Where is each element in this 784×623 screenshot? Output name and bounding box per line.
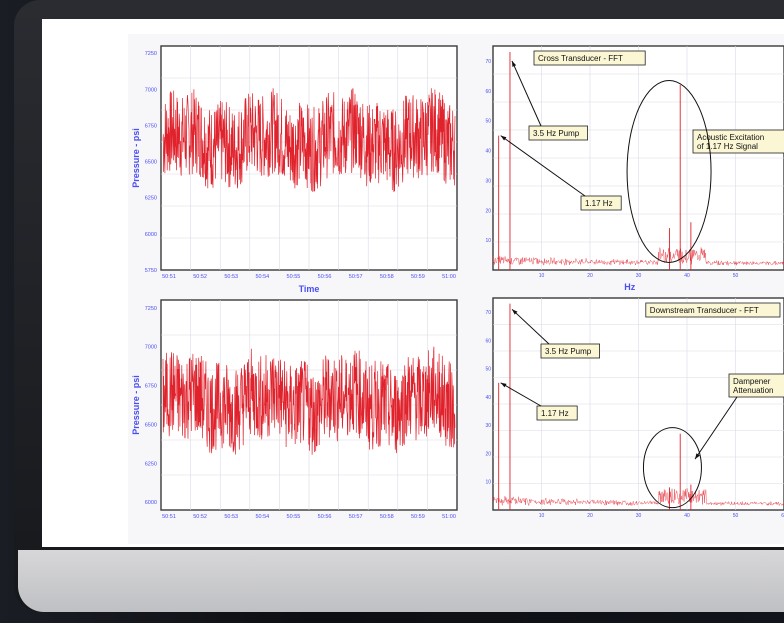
x-tick-label: 20 — [587, 513, 593, 519]
arrow-head — [500, 382, 507, 388]
x-tick-label: 51:00 — [442, 274, 456, 280]
annotation-pump-box — [540, 343, 600, 359]
x-tick-label: 50:57 — [349, 514, 363, 520]
y-axis-label: Pressure - psi — [131, 128, 141, 188]
y-tick-label: 6500 — [145, 422, 157, 428]
x-tick-label: 50:54 — [255, 274, 269, 280]
x-tick-label: 50:56 — [318, 274, 332, 280]
x-tick-label: 50:51 — [162, 274, 176, 280]
annotation-117: 1.17 Hz — [541, 409, 569, 418]
x-tick-label: 50:58 — [380, 274, 394, 280]
x-tick-label: 10 — [539, 513, 545, 519]
fft-title: Cross Transducer - FFT — [538, 54, 623, 63]
pressure-series-line — [162, 346, 456, 455]
annotation-arrow — [500, 135, 586, 197]
x-tick-label: 50:56 — [318, 514, 332, 520]
x-tick-label: 20 — [587, 273, 593, 279]
spectrum-line — [492, 488, 784, 507]
y-tick-label: 40 — [485, 395, 491, 401]
y-tick-label: 60 — [485, 338, 491, 344]
x-tick-label: 30 — [636, 273, 642, 279]
y-tick-label: 70 — [485, 310, 491, 316]
chart-panel: 5750 6000 6250 6500 6750 7000 7250 50:51 50:52 50… — [128, 34, 784, 544]
annotation-arrow — [500, 382, 542, 407]
y-tick-label: 6500 — [145, 160, 157, 166]
annotation-117: 1.17 Hz — [585, 199, 613, 208]
annotation-arrow — [511, 308, 550, 345]
arrow-head — [511, 309, 518, 315]
x-tick-label: 50:52 — [193, 514, 207, 520]
y-axis-label: Pressure - psi — [131, 375, 141, 435]
annotation-pump: 3.5 Hz Pump — [545, 347, 592, 356]
x-tick-label: 50:58 — [380, 514, 394, 520]
x-axis-label: Hz — [624, 282, 635, 292]
x-tick-label: 40 — [684, 273, 690, 279]
y-tick-label: 6000 — [145, 500, 157, 506]
y-tick-label: 40 — [485, 149, 491, 155]
x-axis-label: Time — [299, 284, 320, 294]
x-tick-label: 50:51 — [162, 514, 176, 520]
chart-svg: 5750 6000 6250 6500 6750 7000 7250 50:51 50:52 50… — [131, 45, 784, 520]
pressure-series-line — [162, 88, 456, 193]
highlight-ellipse — [626, 79, 712, 263]
x-tick-label: 50 — [733, 513, 739, 519]
y-tick-label: 20 — [485, 451, 491, 457]
x-tick-label: 10 — [539, 273, 545, 279]
y-tick-label: 7250 — [145, 51, 157, 57]
x-tick-label: 50:54 — [255, 514, 269, 520]
y-tick-label: 5750 — [145, 268, 157, 274]
y-tick-label: 6750 — [145, 123, 157, 129]
y-tick-label: 10 — [485, 238, 491, 244]
highlight-ellipse — [642, 427, 702, 509]
y-tick-label: 30 — [485, 178, 491, 184]
annotation-pump: 3.5 Hz Pump — [533, 129, 580, 138]
annotation-117-box — [580, 195, 622, 211]
x-tick-label: 50:55 — [287, 514, 301, 520]
y-tick-label: 6000 — [145, 232, 157, 238]
x-tick-label: 50 — [733, 273, 739, 279]
annotation-acoustic: Acoustic Excitation — [697, 133, 764, 142]
x-tick-label: 50:52 — [193, 274, 207, 280]
x-tick-label: 50:59 — [411, 514, 425, 520]
monitor-footer — [18, 550, 784, 612]
y-tick-label: 30 — [485, 423, 491, 429]
x-tick-label: 40 — [684, 513, 690, 519]
y-tick-label: 7000 — [145, 87, 157, 93]
fft-title-box — [533, 50, 646, 66]
fft-title-box — [645, 302, 781, 318]
arrow-head — [500, 135, 507, 141]
y-tick-label: 6750 — [145, 384, 157, 390]
annotation-dampener: Attenuation — [733, 386, 773, 395]
annotation-117-box — [536, 405, 578, 421]
arrow-head — [511, 60, 517, 67]
y-tick-label: 50 — [485, 119, 491, 125]
y-tick-label: 20 — [485, 208, 491, 214]
annotation-arrow — [694, 396, 738, 460]
y-tick-label: 7250 — [145, 306, 157, 312]
annotation-pump-box — [528, 125, 588, 141]
annotation-arrow — [511, 60, 542, 127]
y-tick-label: 50 — [485, 367, 491, 373]
x-tick-label: 50:59 — [411, 274, 425, 280]
annotation-dampener-box — [728, 373, 784, 398]
y-tick-label: 70 — [485, 59, 491, 65]
annotation-acoustic: of 1.17 Hz Signal — [697, 142, 758, 151]
y-tick-label: 6250 — [145, 196, 157, 202]
fft-title: Downstream Transducer - FFT — [650, 306, 759, 315]
y-tick-label: 6250 — [145, 461, 157, 467]
x-tick-label: 30 — [636, 513, 642, 519]
arrow-head — [695, 453, 700, 460]
y-tick-label: 60 — [485, 89, 491, 95]
x-tick-label: 50:57 — [349, 274, 363, 280]
annotation-acoustic-box — [692, 129, 784, 154]
y-tick-label: 7000 — [145, 345, 157, 351]
x-tick-label: 50:53 — [224, 514, 238, 520]
x-tick-label: 50:55 — [287, 274, 301, 280]
spectrum-line — [492, 247, 784, 267]
x-tick-label: 60 — [781, 513, 784, 519]
x-tick-label: 50:53 — [224, 274, 238, 280]
annotation-dampener: Dampener — [733, 377, 771, 386]
x-tick-label: 51:00 — [442, 514, 456, 520]
y-tick-label: 10 — [485, 480, 491, 486]
